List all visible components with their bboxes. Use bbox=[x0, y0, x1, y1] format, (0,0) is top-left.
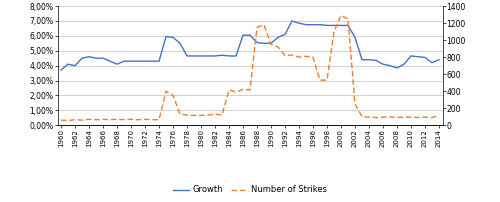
Line: Number of Strikes: Number of Strikes bbox=[61, 15, 439, 121]
Number of Strikes bbox=[436, 114, 442, 117]
Growth bbox=[198, 55, 204, 57]
Number of Strikes bbox=[65, 119, 71, 122]
Growth bbox=[429, 61, 435, 64]
Number of Strikes bbox=[58, 119, 64, 121]
Growth bbox=[58, 69, 64, 71]
Line: Growth: Growth bbox=[61, 21, 439, 70]
Growth bbox=[149, 60, 155, 62]
Growth bbox=[436, 58, 442, 61]
Number of Strikes bbox=[429, 116, 435, 119]
Growth bbox=[289, 20, 295, 22]
Number of Strikes bbox=[408, 116, 414, 118]
Number of Strikes bbox=[156, 119, 162, 121]
Number of Strikes bbox=[205, 114, 211, 116]
Growth bbox=[401, 63, 407, 65]
Growth bbox=[100, 57, 106, 59]
Growth bbox=[128, 60, 134, 62]
Number of Strikes bbox=[135, 119, 141, 121]
Legend: Growth, Number of Strikes: Growth, Number of Strikes bbox=[169, 182, 331, 198]
Number of Strikes bbox=[338, 14, 344, 17]
Number of Strikes bbox=[107, 119, 113, 121]
